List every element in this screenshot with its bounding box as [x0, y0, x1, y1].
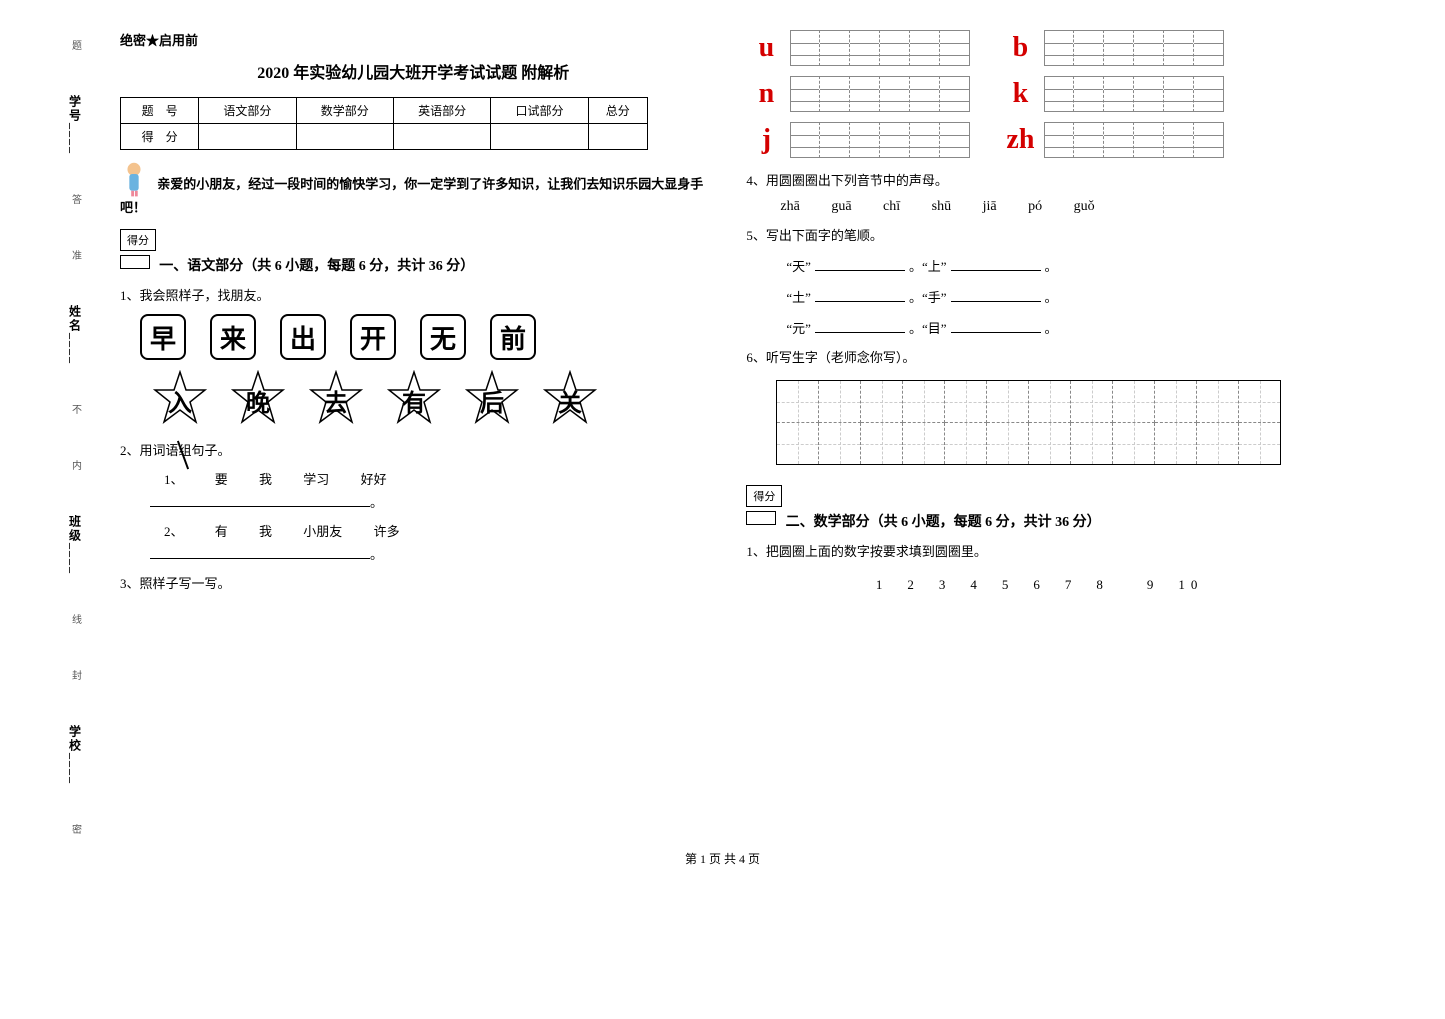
q2-text: 2、用词语组句子。: [120, 440, 706, 459]
score-row-label: 得 分: [121, 124, 199, 150]
q2-s1-words: 1、 要 我 学习 好好: [150, 469, 706, 488]
page-footer: 第 1 页 共 4 页: [0, 850, 1445, 867]
score-th: 总分: [588, 98, 647, 124]
binding-label: 班级____: [67, 515, 84, 575]
star-char: 入: [150, 370, 210, 430]
number-list: 1 2 3 4 5 6 7 8 9 10: [746, 574, 1332, 593]
pinyin-writing-grid: u b n k j zh: [746, 30, 1332, 158]
stroke-pair: “天”。“上”。: [786, 256, 1332, 275]
score-table: 题 号 语文部分 数学部分 英语部分 口试部分 总分 得 分: [120, 97, 648, 150]
star-char: 关: [540, 370, 600, 430]
char-box: 无: [420, 314, 466, 360]
star-char: 后: [462, 370, 522, 430]
boundary-char: 题: [68, 40, 83, 56]
pinyin-model: b: [1000, 32, 1040, 64]
boundary-char: 线: [68, 614, 83, 630]
score-th: 数学部分: [296, 98, 393, 124]
clip-icon: [120, 160, 148, 196]
binding-strip: 题 学号____ 答 准 姓名____ 不 内 班级____ 线 封 学校___…: [55, 20, 95, 860]
binding-label: 姓名____: [67, 305, 84, 365]
answer-line: [150, 506, 370, 507]
boundary-char: 不: [68, 404, 83, 420]
section2-title: 二、数学部分（共 6 小题，每题 6 分，共计 36 分）: [786, 515, 1101, 530]
score-box-blank: [746, 511, 776, 525]
s2-q1-text: 1、把圆圈上面的数字按要求填到圆圈里。: [746, 541, 1332, 560]
boundary-char: 答: [68, 194, 83, 210]
boundary-char: 封: [68, 670, 83, 686]
binding-label: 学校____: [67, 725, 84, 785]
q1-top-row: 早 来 出 开 无 前: [140, 314, 706, 360]
score-th: 英语部分: [393, 98, 490, 124]
stroke-pair: “元”。“目”。: [786, 318, 1332, 337]
score-th: 口试部分: [491, 98, 588, 124]
star-char: 晚: [228, 370, 288, 430]
left-column: 绝密★启用前 2020 年实验幼儿园大班开学考试试题 附解析 题 号 语文部分 …: [100, 30, 726, 810]
answer-line: [150, 558, 370, 559]
char-box: 早: [140, 314, 186, 360]
score-th: 题 号: [121, 98, 199, 124]
pinyin-model: k: [1000, 78, 1040, 110]
q6-text: 6、听写生字（老师念你写）。: [746, 347, 1332, 366]
q4-text: 4、用圆圈圈出下列音节中的声母。: [746, 170, 1332, 189]
score-box-label: 得分: [120, 229, 156, 251]
dictation-grid: [776, 380, 1332, 465]
q3-text: 3、照样子写一写。: [120, 573, 706, 592]
confidential-label: 绝密★启用前: [120, 30, 706, 49]
q5-text: 5、写出下面字的笔顺。: [746, 225, 1332, 244]
q2-s2-words: 2、 有 我 小朋友 许多: [150, 521, 706, 540]
section1-title: 一、语文部分（共 6 小题，每题 6 分，共计 36 分）: [159, 259, 474, 274]
section2-header: 得分 二、数学部分（共 6 小题，每题 6 分，共计 36 分）: [746, 485, 1332, 531]
stroke-pair: “土”。“手”。: [786, 287, 1332, 306]
pinyin-model: u: [746, 32, 786, 64]
char-box: 出: [280, 314, 326, 360]
score-box-label: 得分: [746, 485, 782, 507]
q1-bottom-row: 入 晚 去 有 后 关: [150, 370, 706, 430]
boundary-char: 内: [68, 460, 83, 476]
q1-text: 1、我会照样子，找朋友。: [120, 285, 706, 304]
pinyin-model: j: [746, 124, 786, 156]
char-box: 前: [490, 314, 536, 360]
intro-text: 亲爱的小朋友，经过一段时间的愉快学习，你一定学到了许多知识，让我们去知识乐园大显…: [120, 160, 706, 219]
binding-label: 学号____: [67, 95, 84, 155]
boundary-char: 准: [68, 250, 83, 266]
score-th: 语文部分: [199, 98, 296, 124]
score-entry: 得分 一、语文部分（共 6 小题，每题 6 分，共计 36 分）: [120, 229, 706, 275]
char-box: 开: [350, 314, 396, 360]
right-column: u b n k j zh 4、用圆圈圈出下列音节中的声母。 zhā guā ch…: [726, 30, 1352, 810]
q4-syllables: zhā guā chī shū jiā pó guǒ: [766, 199, 1332, 215]
pinyin-model: zh: [1000, 124, 1040, 156]
pinyin-model: n: [746, 78, 786, 110]
char-box: 来: [210, 314, 256, 360]
star-char: 去: [306, 370, 366, 430]
exam-title: 2020 年实验幼儿园大班开学考试试题 附解析: [120, 59, 706, 83]
star-char: 有: [384, 370, 444, 430]
boundary-char: 密: [68, 824, 83, 840]
score-box-blank: [120, 255, 150, 269]
